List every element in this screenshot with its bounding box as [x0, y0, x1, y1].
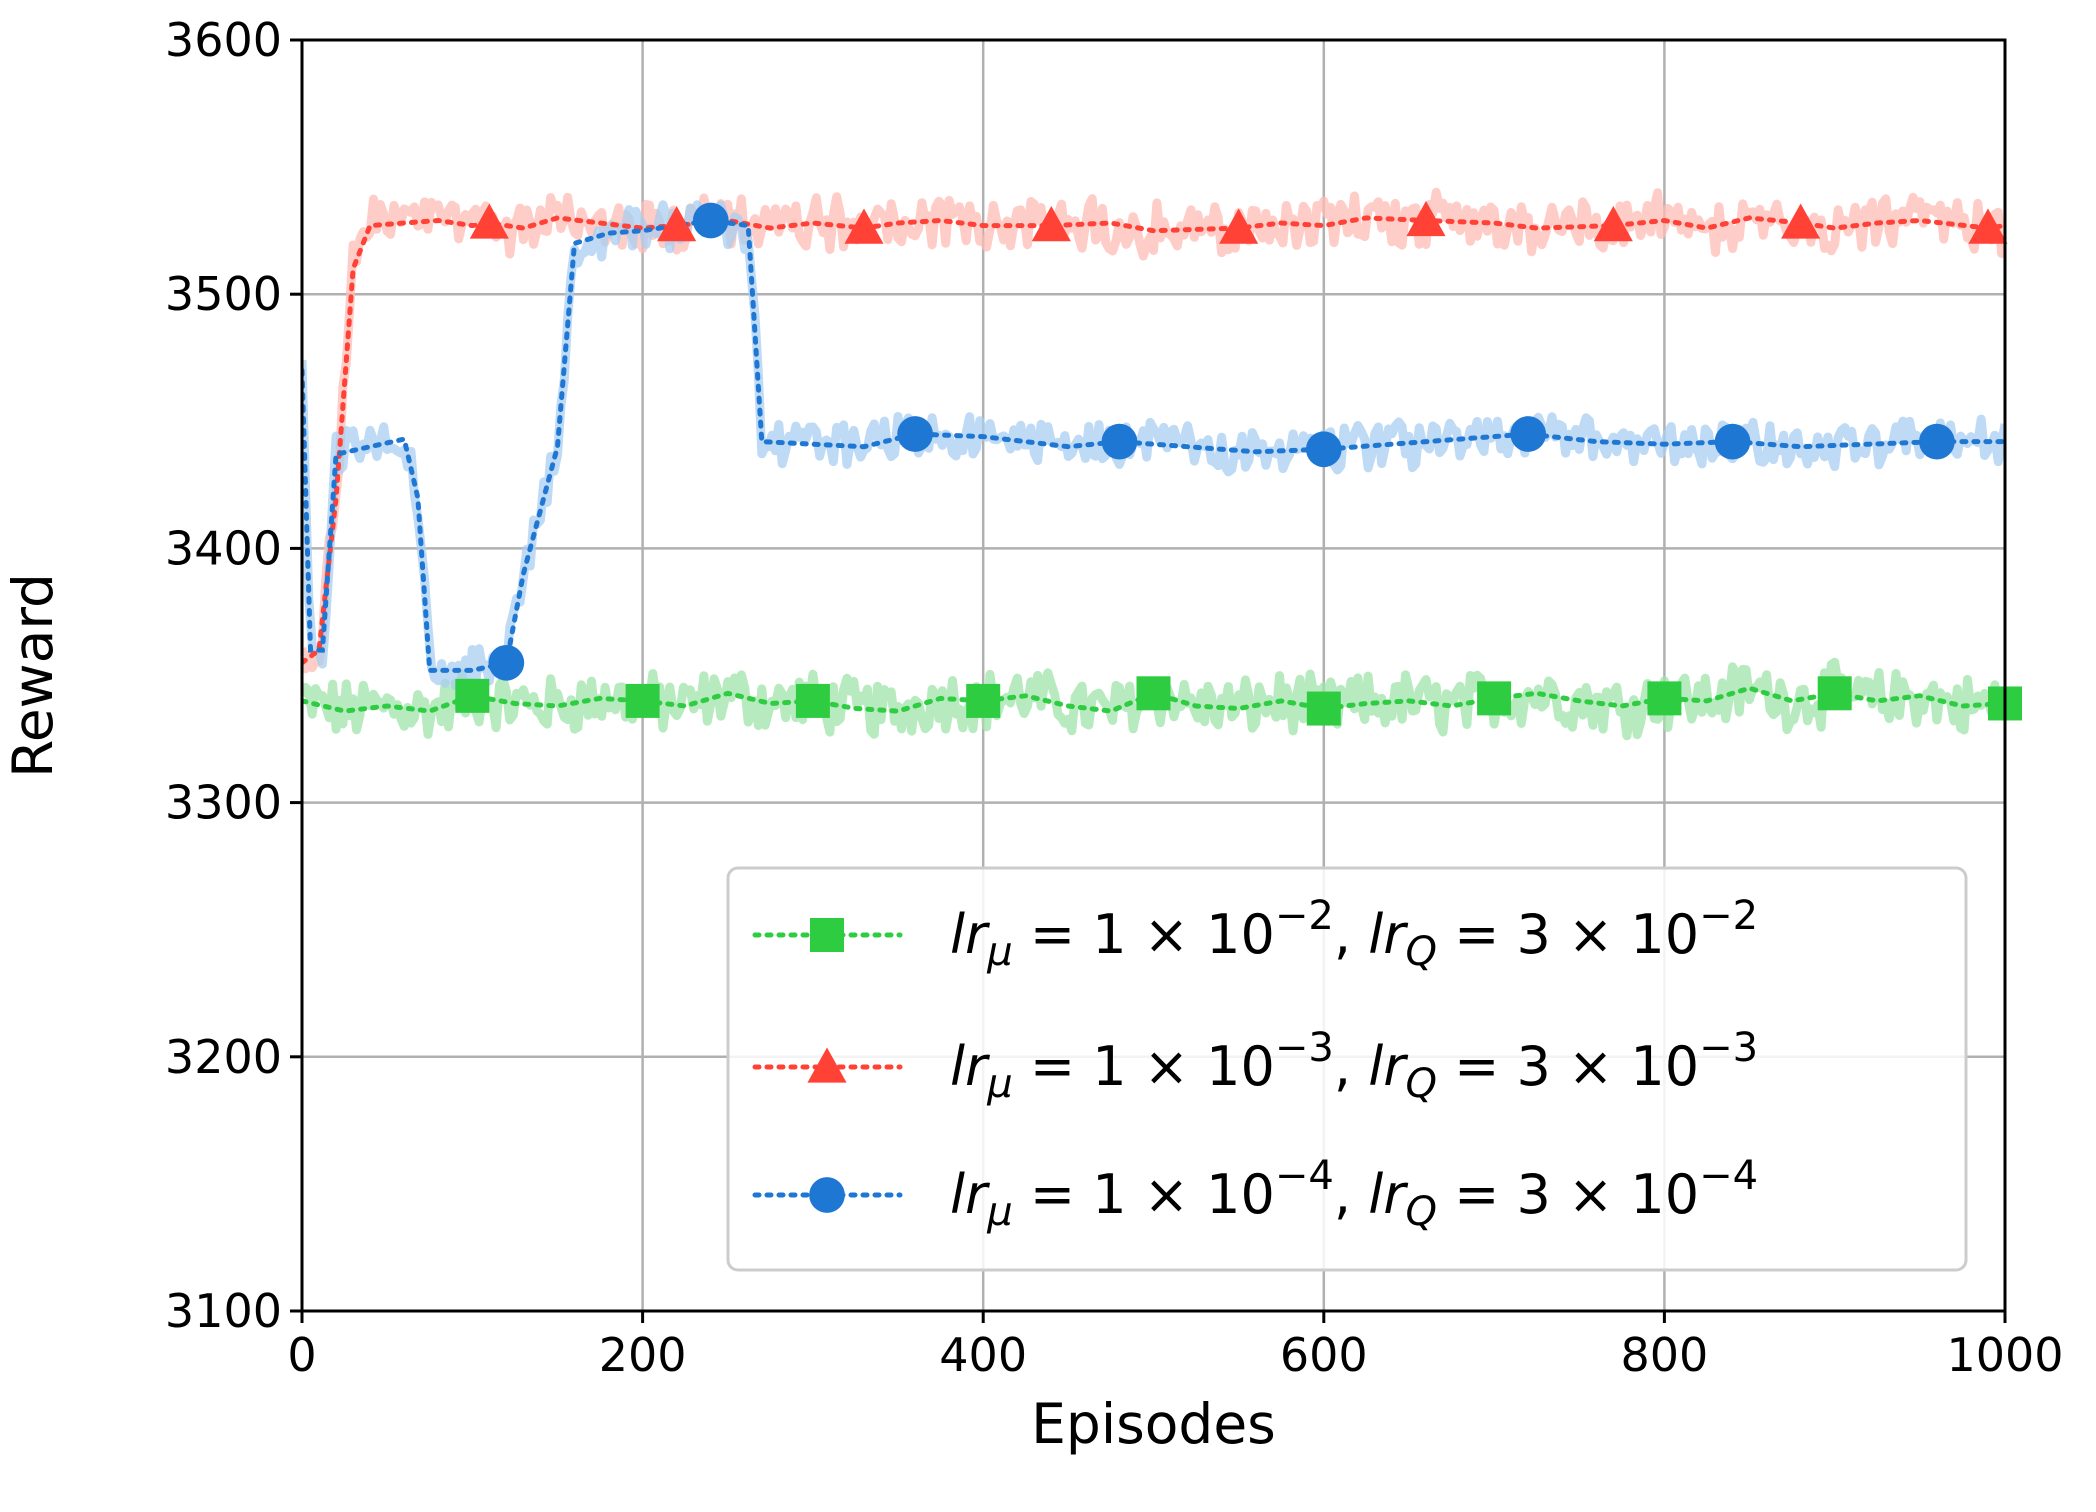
- series-bands: [302, 187, 2005, 741]
- series-band: [302, 200, 2005, 699]
- y-tick-label: 3400: [165, 521, 282, 575]
- x-tick-label: 600: [1280, 1328, 1368, 1382]
- x-axis-label: Episodes: [1031, 1392, 1276, 1456]
- data-point: [1306, 691, 1341, 726]
- data-point: [455, 678, 490, 713]
- y-tick-label: 3500: [165, 267, 282, 321]
- data-point: [1817, 676, 1852, 711]
- data-point: [1968, 208, 2008, 244]
- x-tick-label: 400: [939, 1328, 1027, 1382]
- series-band: [302, 187, 2005, 674]
- data-point: [469, 203, 509, 239]
- legend-label: lrμ = 1 × 10−2, lrQ = 3 × 10−2: [950, 893, 1758, 975]
- data-point: [488, 644, 525, 681]
- y-tick-label: 3200: [165, 1030, 282, 1084]
- legend-marker: [807, 1047, 847, 1083]
- data-point: [1781, 203, 1821, 239]
- x-tick-label: 800: [1620, 1328, 1708, 1382]
- axis-ticks: 0 200 400 600 800 1000 3100 3200 3300 3400 3500 360…: [165, 13, 2064, 1382]
- data-point: [1101, 423, 1138, 460]
- data-point: [1031, 206, 1071, 242]
- data-point: [1647, 681, 1682, 716]
- data-point: [1477, 681, 1512, 716]
- data-point: [966, 683, 1001, 718]
- series-line: [302, 215, 2005, 666]
- data-point: [1714, 423, 1751, 460]
- data-point: [625, 683, 660, 718]
- data-point: [1219, 208, 1259, 244]
- data-point: [1136, 676, 1171, 711]
- data-point: [692, 202, 729, 239]
- legend-label: lrμ = 1 × 10−4, lrQ = 3 × 10−4: [950, 1153, 1758, 1235]
- legend: lrμ = 1 × 10−2, lrQ = 3 × 10−2 lrμ = 1 × …: [726, 866, 1968, 1272]
- legend-marker: [809, 1177, 845, 1213]
- data-point: [1919, 423, 1955, 460]
- legend-label: lrμ = 1 × 10−3, lrQ = 3 × 10−3: [950, 1025, 1758, 1107]
- y-tick-label: 3600: [165, 13, 282, 67]
- plot-frame: [300, 38, 2007, 1313]
- y-tick-label: 3300: [165, 776, 282, 830]
- data-point: [897, 416, 933, 452]
- y-axis-label: Reward: [1, 573, 65, 778]
- x-tick-label: 200: [599, 1328, 687, 1382]
- legend-box: [726, 866, 1968, 1272]
- x-tick-label: 1000: [1946, 1328, 2063, 1382]
- data-point: [1305, 431, 1342, 468]
- y-tick-label: 3100: [165, 1284, 282, 1338]
- data-point: [1510, 416, 1547, 452]
- series-line: [302, 217, 2005, 673]
- data-point: [1593, 206, 1633, 242]
- data-point: [657, 206, 697, 242]
- data-point: [1406, 200, 1446, 237]
- x-tick-label: 0: [287, 1328, 316, 1382]
- legend-marker: [810, 918, 844, 952]
- data-point: [795, 683, 830, 718]
- data-point: [844, 208, 884, 244]
